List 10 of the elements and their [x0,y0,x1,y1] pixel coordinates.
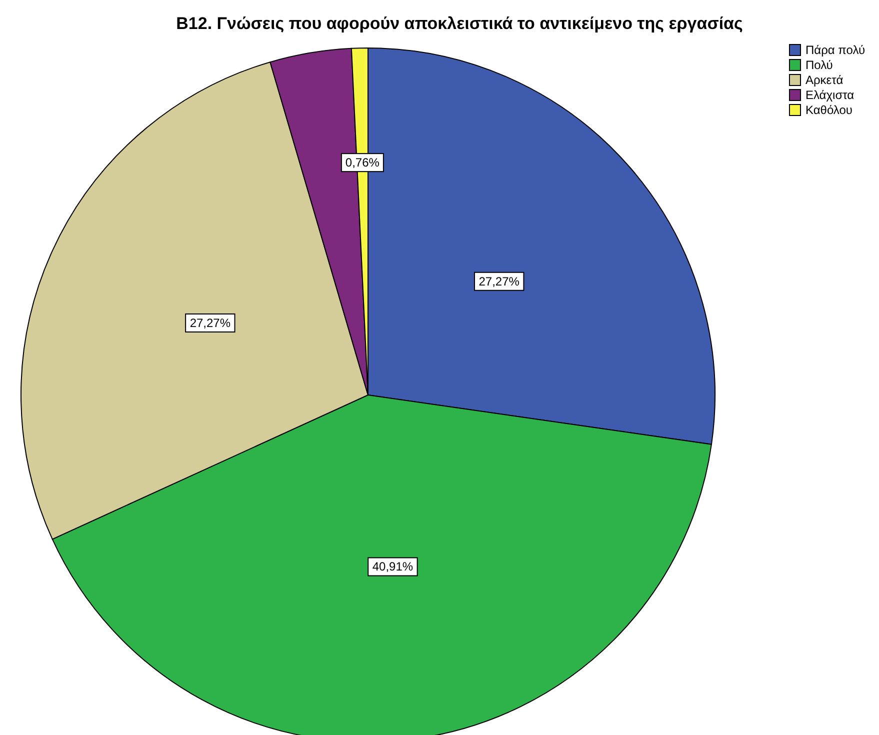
legend-label: Αρκετά [805,72,844,86]
legend-label: Πολύ [805,58,833,72]
legend-label: Πάρα πολύ [805,42,865,56]
data-label: 27,27% [478,274,520,288]
data-label: 27,27% [190,316,231,330]
legend-label: Ελάχιστα [805,88,854,102]
chart-title: B12. Γνώσεις που αφορούν αποκλειστικά το αντικείμενο της εργασίας [175,14,744,34]
legend-label: Καθόλου [805,102,852,116]
data-label: 40,91% [372,560,414,574]
data-label: 0,76% [345,156,380,170]
